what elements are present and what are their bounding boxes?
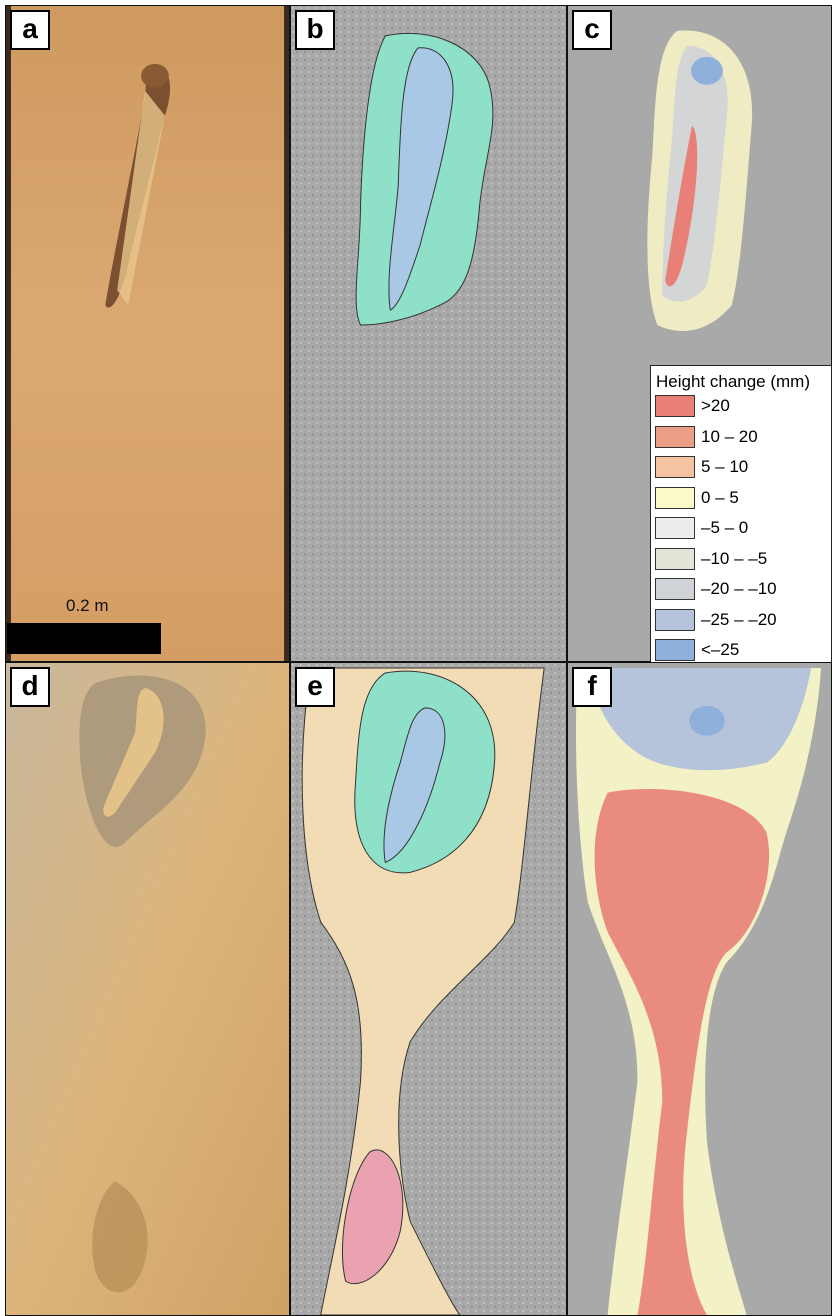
panel-label-b: b	[295, 10, 335, 50]
legend-swatch	[655, 456, 695, 478]
legend-swatch	[655, 639, 695, 661]
legend-swatch	[655, 608, 695, 631]
panel-f-map	[568, 663, 831, 1315]
panel-a: a	[5, 5, 290, 662]
legend-label: –25 – –20	[701, 609, 777, 629]
scale-bar	[7, 623, 161, 654]
panel-e-map	[291, 663, 566, 1315]
legend-swatch	[655, 395, 695, 417]
legend-label: >20	[701, 396, 730, 415]
panel-f: f	[567, 662, 832, 1316]
panel-b: b	[290, 5, 567, 662]
panel-b-map	[291, 6, 566, 661]
legend-label: –5 – 0	[701, 518, 749, 537]
legend-label: 0 – 5	[701, 487, 739, 507]
legend-label: <–25	[701, 640, 740, 659]
panel-a-photo	[6, 6, 289, 661]
panel-label-c: c	[572, 10, 612, 50]
panel-d: d	[5, 662, 290, 1316]
panel-label-a: a	[10, 10, 50, 50]
legend-swatch	[655, 425, 695, 448]
legend-swatch	[655, 578, 695, 600]
panel-e: e	[290, 662, 567, 1316]
height-change-legend: Height change (mm) >20 10 – 20 5 – 10 0 – 5…	[650, 365, 832, 663]
panel-label-e: e	[295, 667, 335, 707]
legend-swatch	[655, 517, 695, 539]
panel-d-photo	[6, 663, 289, 1315]
panel-label-d: d	[10, 667, 50, 707]
legend-label: –10 – –5	[701, 548, 768, 568]
scale-bar-label: 0.2 m	[66, 596, 109, 615]
legend-title: Height change (mm)	[656, 372, 811, 391]
legend-label: –20 – –10	[701, 579, 777, 598]
legend-label: 5 – 10	[701, 457, 749, 476]
legend-label: 10 – 20	[701, 426, 758, 446]
panel-label-f: f	[572, 667, 612, 707]
legend-swatch	[655, 547, 695, 570]
legend-swatch	[655, 486, 695, 509]
